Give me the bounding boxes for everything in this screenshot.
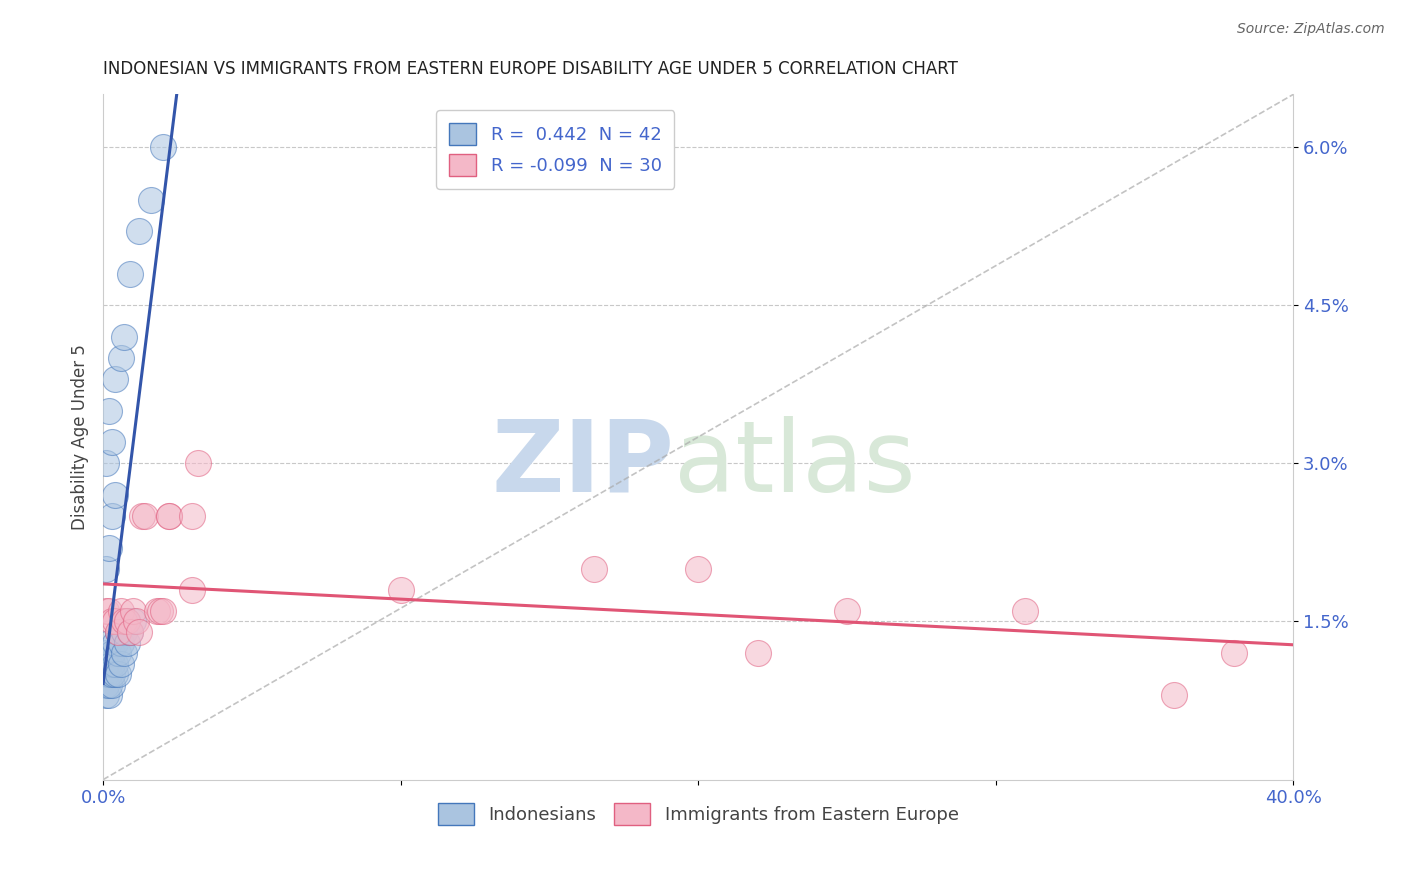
Point: [101, 678, 124, 692]
Point: [112, 646, 135, 660]
Point: [98, 635, 121, 649]
Point: [139, 193, 162, 207]
Point: [101, 657, 124, 671]
Point: [118, 267, 141, 281]
Point: [1163, 688, 1185, 702]
Point: [110, 657, 132, 671]
Point: [104, 667, 127, 681]
Point: [112, 625, 135, 640]
Point: [101, 646, 124, 660]
Point: [104, 635, 127, 649]
Point: [98, 688, 121, 702]
Point: [98, 403, 121, 417]
Point: [128, 625, 150, 640]
Point: [94, 456, 117, 470]
Text: atlas: atlas: [675, 416, 915, 513]
Point: [110, 604, 132, 618]
Point: [134, 509, 156, 524]
Point: [107, 646, 129, 660]
Point: [181, 509, 204, 524]
Point: [104, 657, 127, 671]
Point: [747, 646, 769, 660]
Point: [98, 604, 121, 618]
Point: [107, 625, 129, 640]
Point: [101, 509, 124, 524]
Point: [187, 456, 209, 470]
Point: [107, 625, 129, 640]
Point: [149, 604, 172, 618]
Point: [110, 351, 132, 365]
Point: [688, 562, 710, 576]
Point: [128, 224, 150, 238]
Point: [152, 604, 174, 618]
Text: INDONESIAN VS IMMIGRANTS FROM EASTERN EUROPE DISABILITY AGE UNDER 5 CORRELATION : INDONESIAN VS IMMIGRANTS FROM EASTERN EU…: [103, 60, 957, 78]
Point: [122, 615, 145, 629]
Point: [104, 488, 127, 502]
Point: [1014, 604, 1036, 618]
Point: [94, 604, 117, 618]
Point: [94, 678, 117, 692]
Point: [101, 667, 124, 681]
Point: [98, 657, 121, 671]
Point: [389, 582, 412, 597]
Point: [98, 667, 121, 681]
Point: [112, 330, 135, 344]
Legend: Indonesians, Immigrants from Eastern Europe: Indonesians, Immigrants from Eastern Eur…: [430, 796, 966, 832]
Point: [152, 140, 174, 154]
Point: [118, 625, 141, 640]
Point: [107, 667, 129, 681]
Point: [157, 509, 180, 524]
Point: [157, 509, 180, 524]
Point: [101, 435, 124, 450]
Point: [115, 615, 138, 629]
Point: [835, 604, 858, 618]
Point: [125, 615, 148, 629]
Point: [145, 604, 167, 618]
Point: [94, 667, 117, 681]
Point: [104, 372, 127, 386]
Text: ZIP: ZIP: [492, 416, 675, 513]
Point: [118, 625, 141, 640]
Point: [94, 646, 117, 660]
Point: [110, 635, 132, 649]
Point: [112, 615, 135, 629]
Point: [115, 615, 138, 629]
Point: [131, 509, 153, 524]
Point: [94, 657, 117, 671]
Point: [94, 562, 117, 576]
Point: [115, 635, 138, 649]
Point: [1222, 646, 1244, 660]
Point: [98, 541, 121, 555]
Text: Source: ZipAtlas.com: Source: ZipAtlas.com: [1237, 22, 1385, 37]
Point: [122, 604, 145, 618]
Point: [94, 688, 117, 702]
Point: [98, 678, 121, 692]
Y-axis label: Disability Age Under 5: Disability Age Under 5: [72, 344, 89, 530]
Point: [583, 562, 606, 576]
Point: [104, 615, 127, 629]
Point: [101, 615, 124, 629]
Point: [181, 582, 204, 597]
